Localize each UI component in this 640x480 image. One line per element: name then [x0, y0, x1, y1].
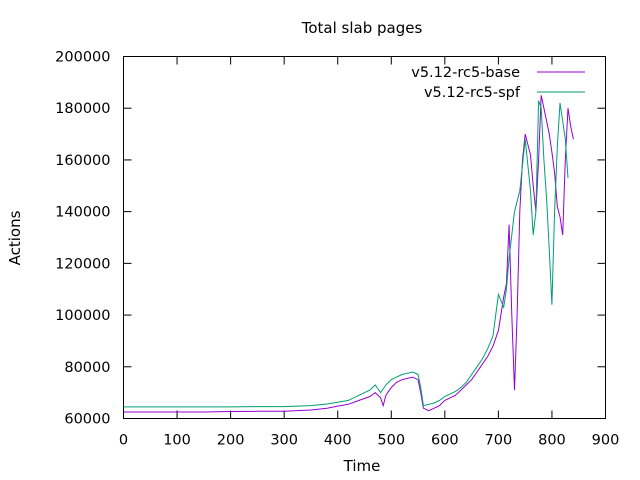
x-tick-label: 600	[431, 433, 459, 449]
legend: v5.12-rc5-base v5.12-rc5-spf	[411, 65, 585, 101]
chart-title: Total slab pages	[301, 19, 423, 37]
y-tick-label: 160000	[55, 153, 110, 169]
x-axis-title: Time	[343, 457, 381, 475]
y-tick-label: 80000	[64, 360, 110, 376]
plot-area-frame	[123, 56, 606, 419]
y-tick-label: 100000	[55, 308, 110, 324]
x-tick-label: 300	[270, 433, 298, 449]
x-tick-label: 100	[163, 433, 191, 449]
y-tick-label: 60000	[64, 412, 110, 428]
x-tick-label: 900	[592, 433, 620, 449]
series-layer	[123, 95, 574, 413]
x-tick-label: 400	[324, 433, 352, 449]
y-axis-title: Actions	[6, 210, 24, 265]
legend-label-1: v5.12-rc5-spf	[424, 85, 521, 101]
axis-ticks: 0 100 200 300 400 500 600 700 800 900 60000 80000 10…	[55, 50, 619, 449]
x-tick-label: 800	[538, 433, 566, 449]
y-tick-label: 140000	[55, 205, 110, 221]
x-tick-label: 700	[485, 433, 513, 449]
series-line-1	[123, 100, 569, 408]
y-tick-label: 120000	[55, 256, 110, 272]
x-tick-label: 0	[119, 433, 128, 449]
y-tick-label: 180000	[55, 101, 110, 117]
y-tick-label: 200000	[55, 50, 110, 66]
x-tick-label: 200	[217, 433, 245, 449]
legend-label-0: v5.12-rc5-base	[411, 65, 520, 81]
series-line-0	[123, 95, 574, 413]
x-tick-label: 500	[377, 433, 405, 449]
